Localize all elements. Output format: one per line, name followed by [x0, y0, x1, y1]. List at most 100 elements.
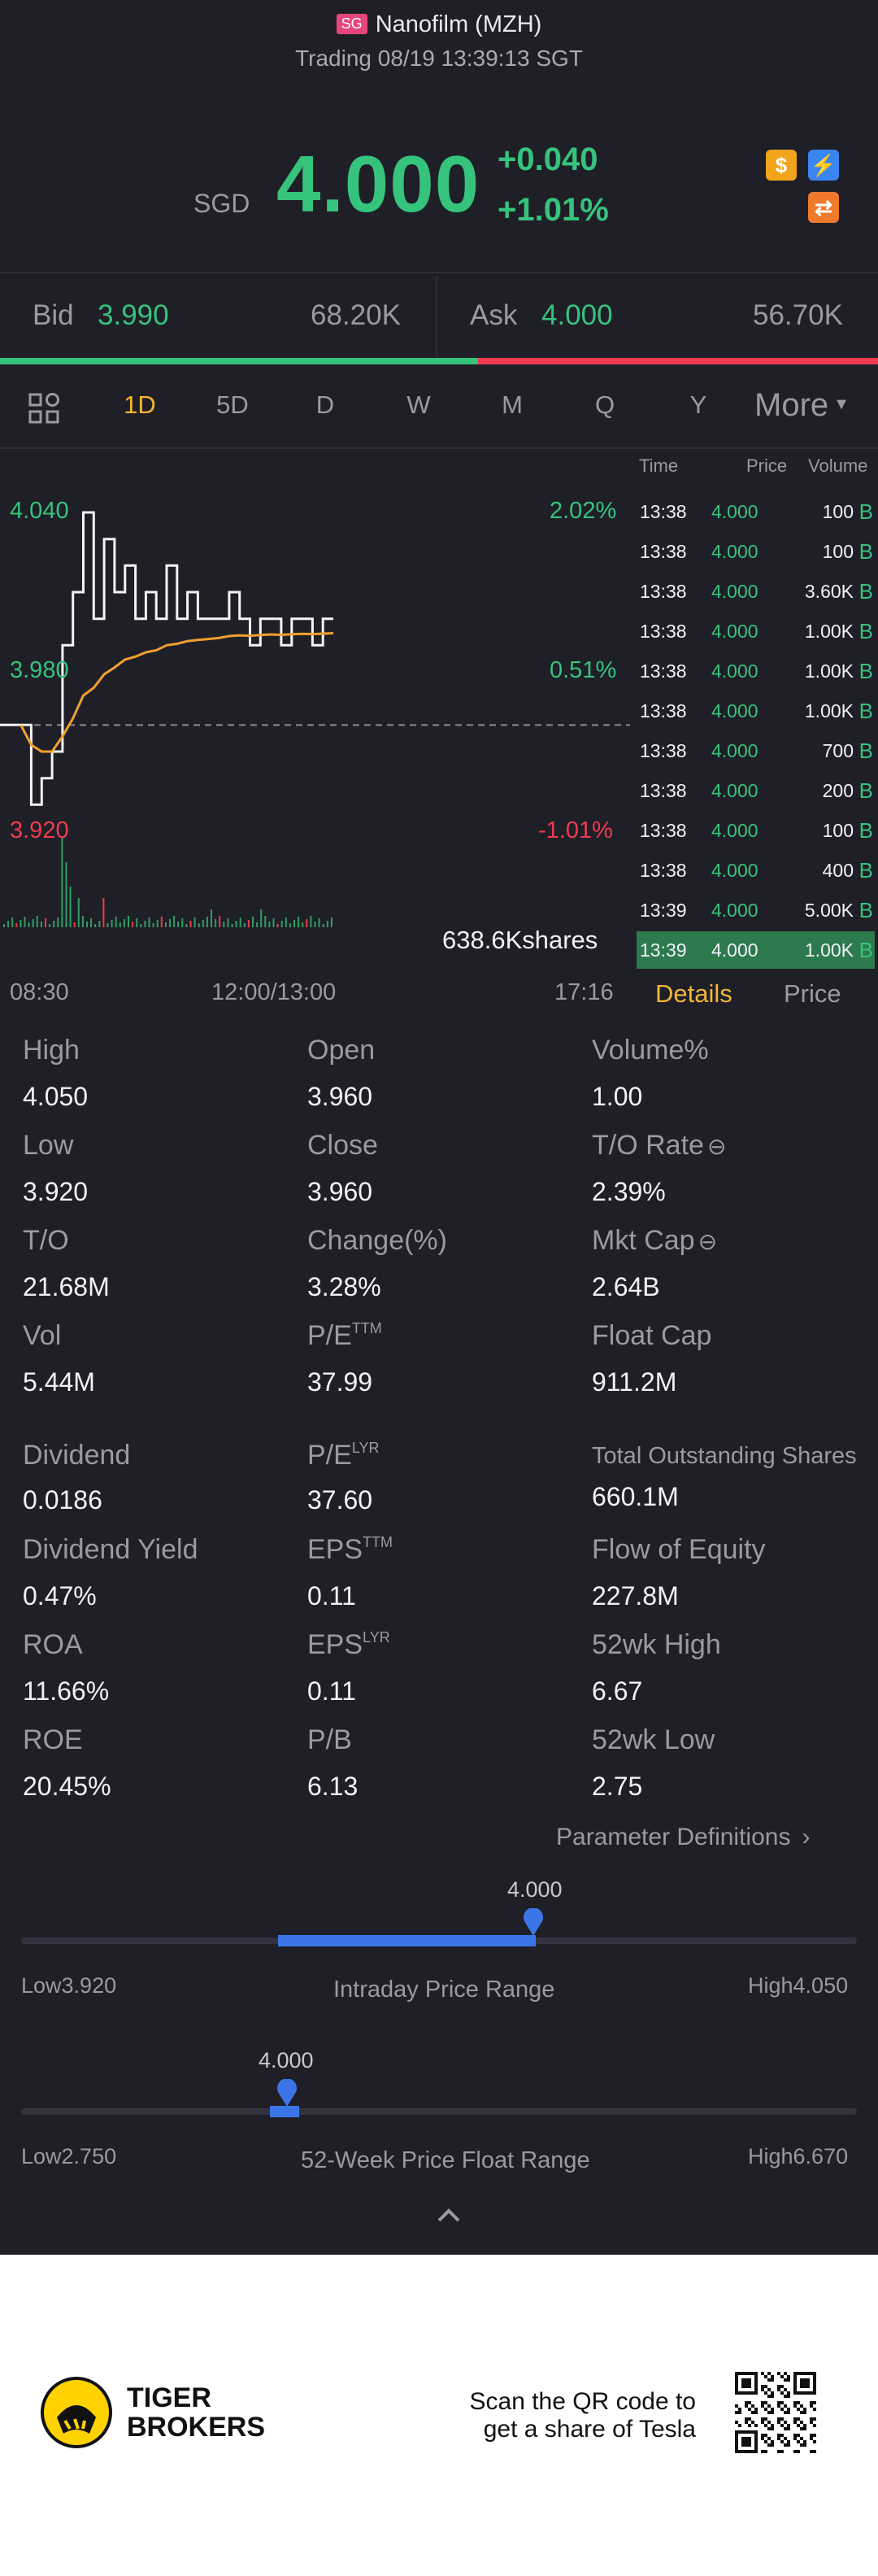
volume-bar	[318, 918, 320, 927]
volume-bar	[3, 924, 5, 927]
volume-bar	[198, 923, 200, 927]
volume-bar	[219, 916, 221, 927]
trade-flag: B	[858, 539, 873, 564]
time-end: 17:16	[554, 979, 614, 1005]
tab-y[interactable]: Y	[689, 390, 707, 419]
trading-status: Trading 08/19 13:39:13 SGT	[295, 46, 583, 71]
brand-line2: BROKERS	[127, 2412, 266, 2443]
trade-price: 4.000	[711, 700, 758, 721]
stat-52wkh-value: 6.67	[592, 1676, 643, 1706]
trade-time: 13:38	[640, 541, 687, 562]
tab-d[interactable]: D	[315, 390, 335, 419]
stat-torate-label: T/O Rate ⊖	[592, 1130, 726, 1162]
tab-w[interactable]: W	[406, 390, 431, 419]
trade-price: 4.000	[711, 541, 758, 562]
volume-bar	[268, 922, 271, 927]
stat-divyield-label: Dividend Yield	[23, 1534, 198, 1565]
trade-volume: 100	[822, 541, 854, 562]
info-icon[interactable]: ⊖	[706, 1134, 727, 1159]
qr-caption: Scan the QR code to get a share of Tesla	[423, 2388, 697, 2443]
trade-volume: 3.60K	[804, 581, 854, 602]
volume-bar	[256, 922, 259, 927]
time-start: 08:30	[10, 979, 69, 1005]
bid-size: 68.20K	[311, 299, 401, 331]
intraday-marker-pin-icon	[523, 1907, 544, 1936]
ask-ratio-bar	[478, 358, 878, 364]
tab-q[interactable]: Q	[594, 390, 615, 419]
intraday-chart[interactable]	[0, 449, 634, 970]
stat-epslyr-sup: LYR	[363, 1629, 390, 1645]
volume-bar	[65, 862, 67, 927]
trade-flag: B	[858, 659, 873, 683]
volume-bar	[164, 922, 167, 927]
trade-price: 4.000	[711, 740, 758, 761]
stat-change-label: Change(%)	[307, 1225, 447, 1256]
ask-price: 4.000	[541, 299, 613, 331]
trade-price: 4.000	[711, 900, 758, 921]
stat-pelyr-text: P/E	[307, 1440, 352, 1471]
trade-row: 13:38 4.000 1.00K B	[637, 652, 875, 690]
volume-bar	[211, 909, 212, 927]
tab-m[interactable]: M	[502, 390, 523, 419]
volume-bar	[231, 924, 233, 927]
chart-top-pct: 2.02%	[550, 498, 617, 524]
stat-pettm-sup: TTM	[351, 1320, 382, 1336]
week52-high-label: High	[748, 2144, 793, 2168]
trade-volume: 1.00K	[804, 621, 854, 642]
volume-bar	[193, 918, 196, 927]
stat-to-value: 21.68M	[23, 1272, 110, 1301]
stat-floatcap-label: Float Cap	[592, 1320, 712, 1351]
bid-label: Bid	[33, 299, 74, 331]
trade-price: 4.000	[711, 581, 758, 602]
ask-label: Ask	[470, 299, 518, 331]
trade-flag: B	[858, 699, 873, 723]
swap-icon[interactable]: ⇄	[808, 192, 839, 223]
time-mid: 12:00/13:00	[211, 979, 337, 1005]
stat-pb-label: P/B	[307, 1724, 352, 1755]
qr-line2: get a share of Tesla	[483, 2416, 696, 2443]
lightning-icon[interactable]: ⚡	[808, 150, 839, 181]
intraday-high: High4.050	[748, 1973, 848, 1998]
stat-epslyr-value: 0.11	[307, 1676, 356, 1706]
volume-bar	[15, 923, 18, 927]
tab-1d[interactable]: 1D	[124, 390, 156, 419]
tab-5d[interactable]: 5D	[216, 390, 249, 419]
stat-tos-label: Total Outstanding Shares	[592, 1443, 857, 1469]
stat-mktcap-text: Mkt Cap	[592, 1225, 695, 1256]
volume-bar	[202, 920, 204, 927]
parameter-definitions-link[interactable]: Parameter Definitions ›	[556, 1824, 810, 1851]
trade-price: 4.000	[711, 860, 758, 881]
stat-volpct-value: 1.00	[592, 1082, 643, 1111]
intraday-low: Low3.920	[21, 1973, 116, 1998]
stat-flow-label: Flow of Equity	[592, 1534, 766, 1565]
tab-price[interactable]: Price	[784, 979, 841, 1008]
volume-bar	[326, 921, 328, 927]
trade-volume: 5.00K	[804, 900, 854, 921]
stat-torate-text: T/O Rate	[592, 1130, 704, 1161]
bid-price: 3.990	[98, 299, 169, 331]
trade-row: 13:38 4.000 3.60K B	[637, 573, 875, 610]
volume-bar	[61, 838, 63, 927]
stock-name: Nanofilm (MZH)	[375, 11, 542, 37]
week52-low-value: 2.750	[61, 2144, 117, 2168]
volume-bar	[260, 909, 263, 927]
volume-bar	[173, 916, 176, 927]
tab-details[interactable]: Details	[655, 979, 732, 1008]
stat-pelyr-value: 37.60	[307, 1485, 373, 1515]
intraday-low-value: 3.920	[61, 1973, 117, 1998]
volume-bar	[102, 898, 105, 927]
trade-volume: 1.00K	[804, 939, 854, 961]
layout-grid-icon[interactable]	[28, 392, 60, 425]
info-icon[interactable]: ⊖	[698, 1229, 718, 1254]
brand-name: TIGER BROKERS	[127, 2383, 265, 2442]
stat-close-value: 3.960	[307, 1177, 373, 1206]
collapse-chevron-up-icon[interactable]	[432, 2203, 465, 2227]
more-dropdown[interactable]: More ▼	[754, 387, 850, 424]
ask-size: 56.70K	[753, 299, 843, 331]
volume-bar	[289, 923, 291, 927]
dollar-icon[interactable]: $	[766, 150, 797, 181]
stat-roe-label: ROE	[23, 1724, 83, 1755]
trade-col-volume: Volume	[808, 455, 868, 476]
volume-bar	[169, 919, 171, 927]
volume-bar	[160, 917, 163, 927]
